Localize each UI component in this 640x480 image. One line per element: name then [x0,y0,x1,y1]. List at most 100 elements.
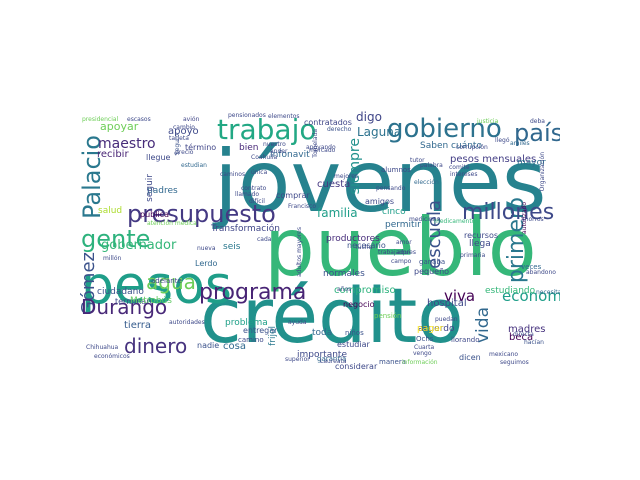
word-anos: años [337,286,352,293]
word-mexicano: mexicano [489,351,519,358]
word-acuerdo: acuerdo [418,324,455,334]
word-caminos: caminos [220,171,246,178]
word-dinero: dinero [124,334,188,358]
word-terminan: terminan [115,297,152,306]
word-dicen: dicen [459,353,481,362]
word-infonavit: Infonavit [270,150,310,160]
word-ganaba: ganaba [419,258,446,266]
word-importante: importante [297,350,348,360]
word-palabra: palabra [420,162,443,169]
word-adelante: adelante [151,277,182,285]
word-credito: crédito [200,271,464,360]
word-gobernador: gobernador [101,238,177,253]
word-avion: avión [183,116,200,123]
word-pais: país [514,119,560,147]
word-corrupcion: corrupción [456,144,488,151]
word-estudiar: estudiar [337,340,370,349]
word-estudian: estudian [181,162,207,169]
word-escasos: escasos [127,116,151,123]
word-permitir: permitir [385,220,421,230]
word-salud: salud [98,206,123,216]
word-pension: pensión [374,312,402,320]
word-elementos: elementos [268,113,300,120]
word-bien: bien [239,143,259,153]
word-pueblo: pueblo [264,201,537,294]
word-unica: única [251,169,268,176]
word-cinco: cinco [382,207,406,217]
word-contrato: contrato [241,185,267,192]
word-pesos_mensuales: pesos mensuales [450,154,537,165]
word-precio: precio [175,149,194,156]
word-trabajadores: trabajadores [378,249,416,256]
word-normales: normales [323,269,365,279]
word-seis: seis [223,242,241,252]
word-ninos: niños [345,329,364,337]
word-cambio: cambio [173,124,195,131]
word-recibir: recibir [97,149,129,160]
word-informacion: información [402,359,438,366]
word-nuestro: nuestro [263,141,286,148]
word-seguir: seguir [145,174,155,202]
word-metrobus: Metrobús [130,296,172,306]
word-productores: productores [326,234,380,244]
word-llega: llega [469,239,491,249]
word-agua: agua [146,270,196,294]
word-organizacion: Organización [539,152,546,192]
word-publica: pública [140,210,169,219]
word-economicos: económicos [94,353,130,360]
word-superior: superior [285,356,310,363]
word-millon: millón [103,255,122,262]
word-cuesta: cuesta [317,179,351,190]
word-mejores: mejores [334,173,359,180]
word-ochs: Ochs [416,335,434,343]
word-justicia: justicia [477,118,499,125]
word-gente: gente [81,225,151,253]
word-pesos: pesos [81,256,232,316]
word-deba: deba [530,118,545,125]
word-entregar: entregar [243,326,278,335]
word-estudiando: estudiando [485,286,536,296]
word-cloud: jóvenes pueblo crédito pesos presupuesto trab… [80,107,560,372]
word-apoyar: apoyar [100,120,139,133]
word-puedan: puedan [435,316,458,323]
word-chihuahua: Chihuahua [86,344,119,351]
word-trabajo: trabajo [217,113,317,146]
word-autoridades: autoridades [169,319,205,326]
word-gobierno: gobierno [387,114,502,144]
word-medicinas: medicinas [409,216,440,223]
word-jovenes: jóvenes [214,132,547,232]
word-saben: Saben cuánto [420,141,482,151]
word-atencion: atención médica [147,220,197,227]
word-recursos: recursos [464,231,499,240]
word-mercado: mercado [309,147,336,154]
word-viva: viva [444,287,476,305]
word-vengo: vengo [413,350,432,357]
word-ciudadano: ciudadano [97,287,144,297]
word-durango: Durango [81,295,168,319]
word-intereses: intereses [450,171,478,178]
word-seguimos: seguimos [500,359,529,366]
word-tierra: tierra [124,320,152,331]
word-cada: cada [257,236,272,243]
word-francisco: Francisco [288,203,317,210]
word-ander: ánder [270,148,288,155]
word-eleccion: elección [414,179,439,186]
word-digo: digo [356,110,382,124]
word-beca: beca [509,332,534,343]
word-negocio: negocio [343,300,375,309]
word-lerdo: Lerdo [195,259,218,268]
word-directa: directa [513,331,534,338]
word-tarjeta: tarjeta [169,135,189,142]
word-derecho: derecho [327,126,352,133]
word-millones: millones [462,200,555,225]
word-hospital: hospital [427,298,467,309]
word-necesario: necesario [347,241,386,250]
word-pensionados: pensionados [228,112,266,119]
word-campo: campo [391,258,412,265]
word-alumnos: alumnos [381,166,411,174]
word-economia: economía [502,287,560,305]
word-contratados: contratados [304,118,352,127]
word-termino: término [185,143,217,152]
word-considerar: considerar [335,362,378,371]
word-tutor: tutor [410,157,425,164]
